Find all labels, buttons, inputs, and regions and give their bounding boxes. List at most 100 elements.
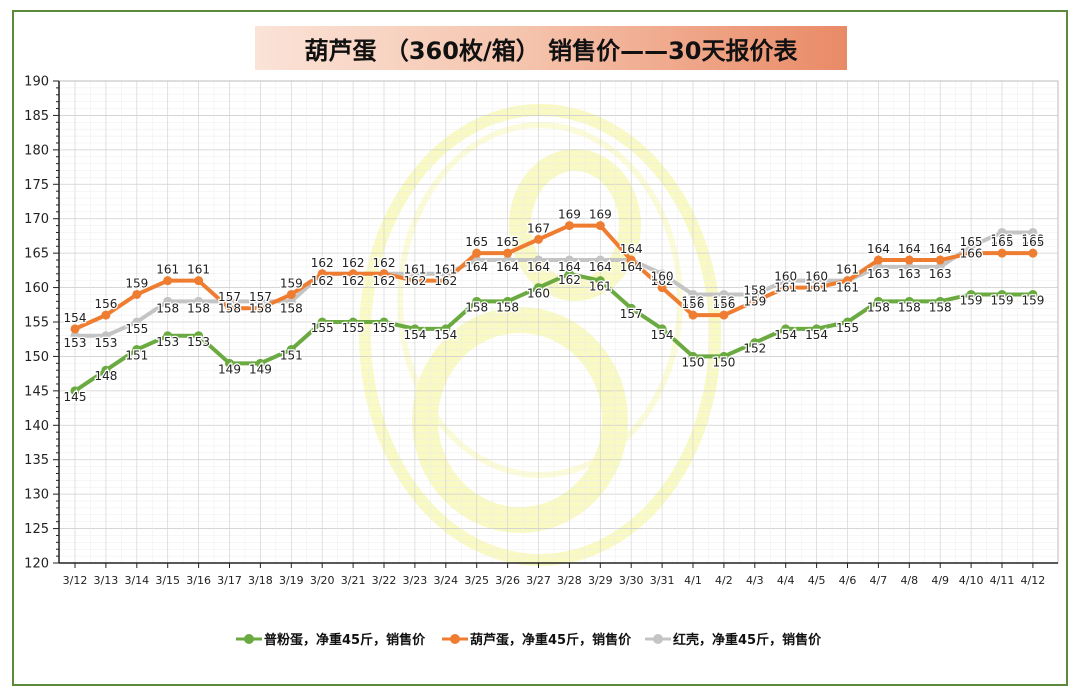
- data-label: 159: [682, 294, 705, 308]
- data-point: [626, 303, 636, 313]
- data-point: [441, 276, 451, 286]
- data-label: 162: [373, 256, 396, 270]
- y-tick-label: 155: [24, 316, 49, 331]
- x-tick-label: 4/11: [990, 574, 1015, 587]
- data-label: 159: [280, 276, 303, 290]
- x-tick-label: 3/13: [94, 574, 119, 587]
- data-label: 168: [1021, 232, 1044, 246]
- y-tick-label: 125: [24, 522, 49, 537]
- data-label: 169: [589, 208, 612, 222]
- x-tick-label: 4/3: [746, 574, 764, 587]
- data-label: 158: [280, 301, 303, 315]
- data-point: [441, 324, 451, 334]
- series-labels-0: 145 148 151 153 153 149 149 151 155 155 155 154 154 1…: [62, 272, 1045, 406]
- data-label: 153: [94, 336, 117, 350]
- data-point: [286, 289, 296, 299]
- data-point: [750, 338, 760, 348]
- data-point: [719, 351, 729, 361]
- data-point: [163, 331, 173, 341]
- data-point: [812, 324, 822, 334]
- data-label: 165: [991, 235, 1014, 249]
- data-label: 165: [465, 235, 488, 249]
- x-tick-label: 4/12: [1021, 574, 1046, 587]
- data-label: 158: [743, 283, 766, 297]
- data-point: [348, 269, 358, 279]
- x-tick-label: 3/14: [124, 574, 149, 587]
- x-tick-label: 4/6: [839, 574, 857, 587]
- data-label: 165: [960, 235, 983, 249]
- plot-grid: [59, 80, 1058, 564]
- data-label: 164: [620, 242, 643, 256]
- x-tick-label: 3/18: [248, 574, 273, 587]
- x-tick-label: 3/21: [341, 574, 366, 587]
- y-tick-label: 190: [24, 75, 49, 90]
- legend-label: 普粉蛋，净重45斤，销售价: [264, 632, 426, 648]
- data-label: 159: [743, 294, 766, 308]
- data-point: [534, 283, 543, 293]
- data-label: 163: [898, 267, 921, 281]
- x-tick-label: 3/19: [279, 574, 304, 587]
- data-point: [657, 283, 667, 293]
- data-point: [657, 324, 667, 334]
- x-tick-label: 3/16: [186, 574, 211, 587]
- data-label: 162: [651, 274, 674, 288]
- y-tick-label: 130: [24, 488, 49, 503]
- data-label: 162: [311, 274, 334, 288]
- data-label: 158: [249, 301, 272, 315]
- data-label: 161: [589, 280, 612, 294]
- data-label: 158: [898, 300, 921, 314]
- data-label: 165: [496, 235, 519, 249]
- data-label: 154: [64, 311, 87, 325]
- data-label: 159: [1021, 293, 1044, 307]
- data-point: [472, 248, 482, 258]
- data-label: 165: [1021, 235, 1044, 249]
- data-point: [750, 296, 760, 306]
- y-tick-label: 150: [24, 350, 49, 365]
- data-label: 158: [496, 300, 519, 314]
- data-point: [843, 276, 852, 286]
- data-point: [410, 269, 420, 279]
- data-point: [379, 317, 389, 327]
- data-label: 164: [558, 260, 581, 274]
- x-tick-label: 3/12: [63, 574, 88, 587]
- series-0: [70, 269, 1038, 396]
- data-point: [595, 255, 605, 265]
- data-label: 153: [187, 335, 210, 349]
- data-label: 157: [249, 290, 272, 304]
- egg-inner-outline: [397, 122, 683, 478]
- data-label: 160: [527, 287, 550, 301]
- x-tick-label: 4/1: [684, 574, 702, 587]
- series-line: [73, 271, 1033, 393]
- data-point: [194, 296, 204, 306]
- data-label: 163: [867, 267, 890, 281]
- data-label: 149: [218, 362, 241, 376]
- data-point: [688, 351, 698, 361]
- data-label: 169: [558, 208, 581, 222]
- series-1: [70, 221, 1038, 334]
- data-label: 158: [156, 301, 179, 315]
- data-label: 161: [156, 263, 179, 277]
- data-label: 150: [712, 355, 735, 369]
- data-label: 164: [527, 260, 550, 274]
- data-point: [194, 331, 204, 341]
- data-point: [966, 289, 976, 299]
- data-point: [225, 303, 234, 313]
- data-label: 164: [496, 260, 519, 274]
- egg-outline: [359, 104, 721, 566]
- data-point: [812, 276, 822, 286]
- data-label: 167: [527, 221, 550, 235]
- data-label: 151: [280, 349, 303, 363]
- data-point: [225, 358, 234, 368]
- data-point: [564, 269, 574, 279]
- data-label: 149: [249, 362, 272, 376]
- data-point: [595, 221, 605, 231]
- data-label: 156: [94, 297, 117, 311]
- data-label: 162: [311, 256, 334, 270]
- data-point: [163, 276, 173, 286]
- chart-title: 葫芦蛋 （360枚/箱） 销售价——30天报价表: [255, 26, 847, 70]
- data-point: [348, 317, 358, 327]
- data-point: [132, 345, 142, 355]
- data-point: [812, 283, 822, 293]
- data-point: [379, 269, 389, 279]
